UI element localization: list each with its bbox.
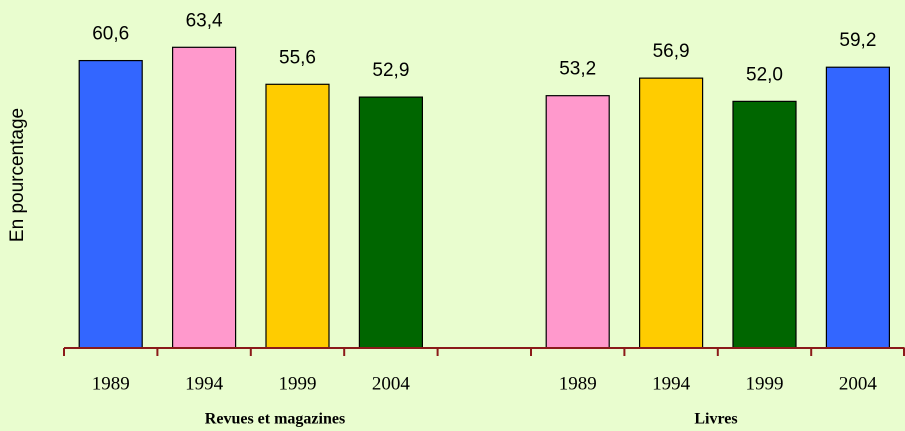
x-tick-label: 1989 bbox=[559, 373, 597, 394]
x-tick-label: 1994 bbox=[185, 373, 224, 394]
x-tick-label: 1999 bbox=[279, 373, 317, 394]
data-label: 59,2 bbox=[839, 30, 876, 51]
data-label: 55,6 bbox=[279, 47, 316, 68]
x-tick-label: 2004 bbox=[839, 373, 878, 394]
x-tick-label: 2004 bbox=[372, 373, 411, 394]
bar bbox=[638, 77, 704, 349]
x-tick-label: 1994 bbox=[652, 373, 691, 394]
bar bbox=[732, 100, 797, 349]
bar bbox=[172, 46, 237, 349]
data-label: 63,4 bbox=[186, 10, 223, 31]
data-label: 52,9 bbox=[372, 60, 409, 81]
group-label: Revues et magazines bbox=[205, 411, 345, 428]
bar bbox=[265, 83, 330, 349]
data-label: 52,0 bbox=[746, 64, 783, 85]
bar bbox=[78, 59, 143, 349]
data-label: 60,6 bbox=[92, 24, 129, 45]
bar bbox=[825, 66, 891, 349]
data-label: 56,9 bbox=[653, 41, 690, 62]
x-tick-label: 1999 bbox=[746, 373, 784, 394]
group-label: Livres bbox=[694, 411, 737, 428]
bar bbox=[358, 96, 423, 349]
bar bbox=[545, 95, 610, 349]
y-axis-label: En pourcentage bbox=[7, 108, 28, 242]
data-label: 53,2 bbox=[559, 59, 596, 80]
x-tick-label: 1989 bbox=[92, 373, 130, 394]
